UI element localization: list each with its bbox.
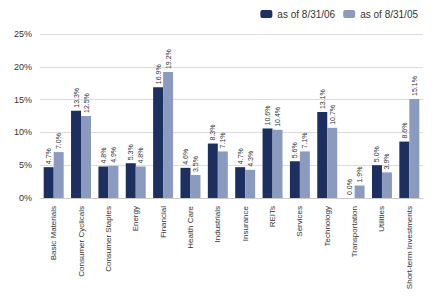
svg-text:12.5%: 12.5%	[83, 93, 90, 113]
svg-text:Utilities: Utilities	[377, 206, 386, 232]
svg-text:4.8%: 4.8%	[137, 148, 144, 164]
svg-text:4.6%: 4.6%	[182, 149, 189, 165]
svg-text:10%: 10%	[14, 127, 32, 137]
svg-text:4.8%: 4.8%	[100, 148, 107, 164]
svg-text:3.9%: 3.9%	[383, 153, 390, 169]
svg-text:7.0%: 7.0%	[55, 133, 62, 149]
svg-text:16.9%: 16.9%	[155, 64, 162, 84]
svg-text:Technology: Technology	[323, 206, 332, 246]
svg-text:5%: 5%	[19, 160, 32, 170]
svg-text:Insurance: Insurance	[241, 205, 250, 241]
svg-text:1.9%: 1.9%	[356, 167, 363, 183]
svg-text:Transportation: Transportation	[350, 206, 359, 257]
svg-text:8.6%: 8.6%	[401, 123, 408, 139]
svg-text:13.1%: 13.1%	[319, 89, 326, 109]
svg-text:Financial: Financial	[159, 206, 168, 238]
svg-text:8.3%: 8.3%	[209, 125, 216, 141]
svg-text:15.1%: 15.1%	[411, 76, 418, 96]
svg-text:13.3%: 13.3%	[73, 88, 80, 108]
svg-text:10.4%: 10.4%	[274, 107, 281, 127]
svg-text:4.9%: 4.9%	[110, 147, 117, 163]
svg-text:Energy: Energy	[131, 206, 140, 231]
svg-text:5.0%: 5.0%	[373, 146, 380, 162]
svg-text:15%: 15%	[14, 95, 32, 105]
svg-text:Services: Services	[295, 206, 304, 237]
svg-text:20%: 20%	[14, 62, 32, 72]
svg-text:25%: 25%	[14, 29, 32, 39]
svg-text:10.6%: 10.6%	[264, 106, 271, 126]
svg-text:Consumer Staples: Consumer Staples	[104, 206, 113, 272]
svg-text:Industrials: Industrials	[213, 206, 222, 242]
svg-text:4.3%: 4.3%	[247, 151, 254, 167]
svg-text:4.7%: 4.7%	[45, 148, 52, 164]
svg-text:Short-term Investments: Short-term Investments	[405, 206, 414, 289]
svg-text:Health Care: Health Care	[186, 205, 195, 248]
svg-text:7.1%: 7.1%	[219, 132, 226, 148]
svg-text:5.6%: 5.6%	[291, 142, 298, 158]
svg-text:19.2%: 19.2%	[165, 49, 172, 69]
svg-text:5.3%: 5.3%	[127, 144, 134, 160]
svg-text:10.7%: 10.7%	[329, 105, 336, 125]
svg-text:REITs: REITs	[268, 206, 277, 227]
svg-text:Consumer Cyclicals: Consumer Cyclicals	[77, 206, 86, 277]
svg-text:as of 8/31/05: as of 8/31/05	[360, 9, 418, 20]
svg-text:3.5%: 3.5%	[192, 156, 199, 172]
svg-text:7.1%: 7.1%	[301, 132, 308, 148]
svg-text:as of 8/31/06: as of 8/31/06	[277, 9, 335, 20]
svg-text:0%: 0%	[19, 193, 32, 203]
svg-text:Basic Materials: Basic Materials	[49, 206, 58, 260]
svg-text:0.0%: 0.0%	[346, 179, 353, 195]
svg-text:4.7%: 4.7%	[237, 148, 244, 164]
